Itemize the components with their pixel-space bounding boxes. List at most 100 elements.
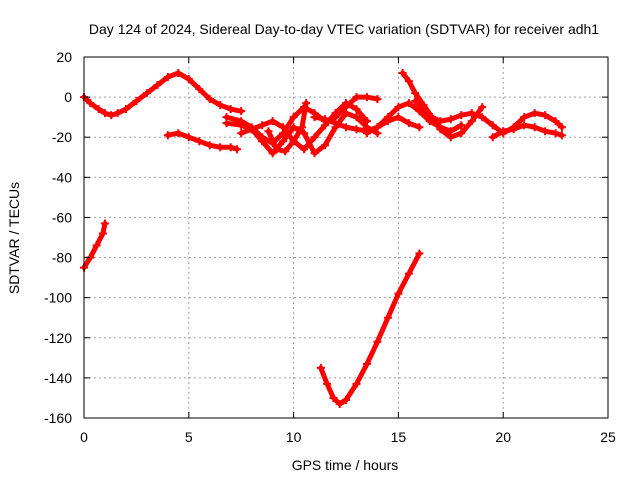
data-point xyxy=(394,103,403,112)
data-point xyxy=(237,129,246,138)
data-point xyxy=(373,123,382,132)
data-point xyxy=(352,93,361,102)
data-point xyxy=(530,109,539,118)
data-point xyxy=(404,269,413,278)
data-point xyxy=(132,97,141,106)
data-point xyxy=(373,337,382,346)
data-point xyxy=(216,101,225,110)
data-point xyxy=(289,123,298,132)
data-point xyxy=(163,131,172,140)
data-point xyxy=(404,77,413,86)
series-arc-2 xyxy=(163,129,242,154)
data-point xyxy=(436,117,445,126)
y-tick-label: -100 xyxy=(44,290,72,306)
data-point xyxy=(398,69,407,78)
data-point xyxy=(94,105,103,114)
y-tick-label: 0 xyxy=(64,89,72,105)
data-point xyxy=(342,109,350,118)
data-point xyxy=(383,113,392,122)
data-point xyxy=(488,121,497,130)
y-tick-label: -60 xyxy=(52,209,72,225)
plot-frame xyxy=(83,56,609,419)
x-axis-label: GPS time / hours xyxy=(292,457,399,473)
data-point xyxy=(362,129,371,138)
data-point xyxy=(272,145,281,154)
data-point xyxy=(342,123,350,132)
data-point xyxy=(446,133,455,142)
y-tick-label: -120 xyxy=(44,330,72,346)
data-point xyxy=(195,137,204,146)
series-line xyxy=(265,100,309,154)
data-point xyxy=(373,95,382,104)
data-point xyxy=(342,99,350,108)
data-point xyxy=(216,143,225,152)
data-point xyxy=(174,129,183,138)
data-point xyxy=(113,109,122,118)
tick-layer: 0 5 10 15 20 25 -160 -140 -120 -100 -80 -60 -40 -20 0 2… xyxy=(44,49,616,445)
data-point xyxy=(457,121,466,130)
data-point xyxy=(335,399,344,408)
data-point xyxy=(457,111,466,120)
y-tick-label: 20 xyxy=(56,49,72,65)
data-point xyxy=(467,117,476,126)
series-arc-12 xyxy=(488,121,566,142)
data-point xyxy=(499,127,508,136)
data-point xyxy=(352,113,361,122)
data-point xyxy=(436,125,445,134)
data-point xyxy=(457,129,466,138)
y-tick-label: -160 xyxy=(44,410,72,426)
data-point xyxy=(342,395,350,404)
data-point xyxy=(362,93,371,102)
data-point xyxy=(331,109,340,118)
data-point xyxy=(107,111,116,120)
data-point xyxy=(98,229,107,238)
series-arc-1 xyxy=(80,69,246,120)
x-tick-label: 25 xyxy=(600,429,616,445)
data-point xyxy=(321,115,330,124)
data-point xyxy=(520,113,529,122)
data-point xyxy=(557,123,566,132)
data-point xyxy=(415,249,424,258)
data-point xyxy=(411,97,420,106)
data-point xyxy=(352,125,361,134)
series-arc-13 xyxy=(316,249,424,408)
data-point xyxy=(551,129,560,138)
data-point xyxy=(404,119,413,128)
data-point xyxy=(323,379,332,388)
series-line xyxy=(81,70,244,118)
data-point xyxy=(478,113,487,122)
data-point xyxy=(226,143,235,152)
data-point xyxy=(520,121,529,130)
data-point xyxy=(205,141,214,150)
data-point xyxy=(92,241,101,250)
y-tick-label: -80 xyxy=(52,250,72,266)
data-point xyxy=(195,85,204,94)
data-point xyxy=(446,115,455,124)
data-point xyxy=(258,121,267,130)
data-point xyxy=(279,123,288,132)
series-line xyxy=(412,98,565,136)
data-layer xyxy=(80,69,566,408)
data-point xyxy=(415,123,424,132)
data-point xyxy=(541,127,550,136)
x-tick-label: 10 xyxy=(286,429,302,445)
series-line xyxy=(400,70,485,140)
series-arc-7 xyxy=(264,99,311,156)
data-point xyxy=(100,109,109,118)
data-point xyxy=(237,121,246,130)
data-point xyxy=(404,99,413,108)
data-point xyxy=(541,111,550,120)
data-point xyxy=(310,113,319,122)
data-point xyxy=(557,131,566,140)
data-point xyxy=(264,127,273,136)
data-point xyxy=(300,145,309,154)
data-point xyxy=(258,137,267,146)
y-tick-label: -140 xyxy=(44,370,72,386)
data-point xyxy=(310,149,319,158)
y-tick-label: -20 xyxy=(52,129,72,145)
data-point xyxy=(226,105,235,114)
data-point xyxy=(247,125,256,134)
data-point xyxy=(321,141,330,150)
data-point xyxy=(121,105,130,114)
